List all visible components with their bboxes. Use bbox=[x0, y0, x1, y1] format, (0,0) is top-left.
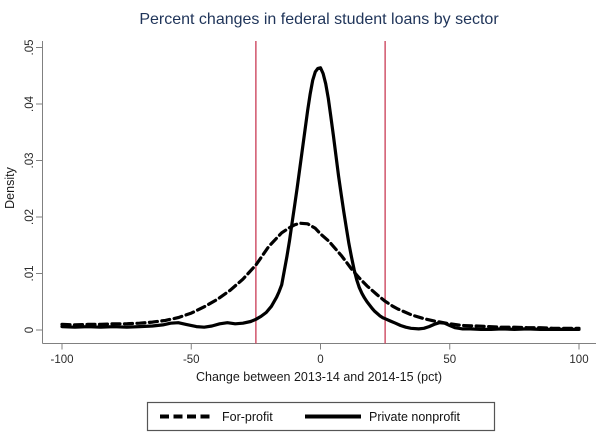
x-tick-label: 0 bbox=[317, 354, 323, 366]
y-axis-title: Density bbox=[3, 166, 17, 208]
x-tick-label: -100 bbox=[50, 354, 73, 366]
chart-title: Percent changes in federal student loans… bbox=[139, 11, 499, 28]
nonprofit-density-curve bbox=[60, 66, 581, 331]
x-tick-label: 100 bbox=[569, 354, 588, 366]
y-tick-label: .03 bbox=[24, 153, 36, 169]
legend-label-forprofit: For-profit bbox=[222, 410, 273, 424]
x-tick-label: 50 bbox=[443, 354, 456, 366]
plot-area: 0 .01 .02 .03 .04 .05 -100 -50 0 50 100 bbox=[24, 40, 596, 366]
y-tick-label: .05 bbox=[24, 40, 36, 56]
x-tick-label: -50 bbox=[183, 354, 200, 366]
y-tick-label: .04 bbox=[24, 95, 36, 112]
legend-label-nonprofit: Private nonprofit bbox=[369, 410, 461, 424]
y-tick-label: 0 bbox=[24, 327, 36, 333]
y-tick-label: .02 bbox=[24, 209, 36, 225]
forprofit-density-curve bbox=[60, 221, 581, 330]
y-tick-label: .01 bbox=[24, 266, 36, 282]
legend: For-profit Private nonprofit bbox=[146, 401, 496, 432]
x-axis-title: Change between 2013-14 and 2014-15 (pct) bbox=[196, 370, 442, 384]
